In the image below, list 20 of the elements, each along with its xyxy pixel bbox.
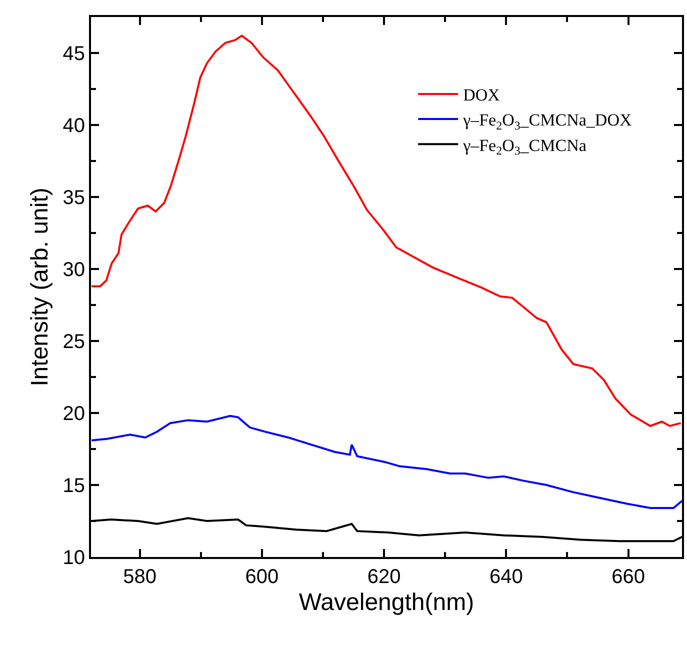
x-tick-label: 600 <box>245 566 279 588</box>
y-tick-label: 40 <box>62 115 85 137</box>
legend-label: γ–Fe$_{2}$O$_{3}$_CMCNa <box>462 136 587 158</box>
y-tick-label: 15 <box>62 475 85 497</box>
legend-label: γ–Fe$_{2}$O$_{3}$_CMCNa_DOX <box>462 110 632 132</box>
y-tick-label: 25 <box>62 331 85 353</box>
y-tick-label: 20 <box>62 403 85 425</box>
y-axis-title: Intensity (arb. unit) <box>26 188 54 386</box>
line-series <box>91 414 682 510</box>
line-series <box>91 34 682 427</box>
legend-label: DOX <box>463 86 500 105</box>
x-tick-label: 620 <box>367 566 401 588</box>
x-tick-label: 640 <box>489 566 523 588</box>
y-tick-label: 30 <box>62 259 85 281</box>
y-tick-label: 10 <box>62 547 85 569</box>
y-tick-label: 45 <box>62 43 85 65</box>
x-axis-title: Wavelength(nm) <box>298 588 474 616</box>
y-tick-label: 35 <box>62 187 85 209</box>
x-tick-label: 580 <box>123 566 157 588</box>
x-tick-label: 660 <box>612 566 645 588</box>
